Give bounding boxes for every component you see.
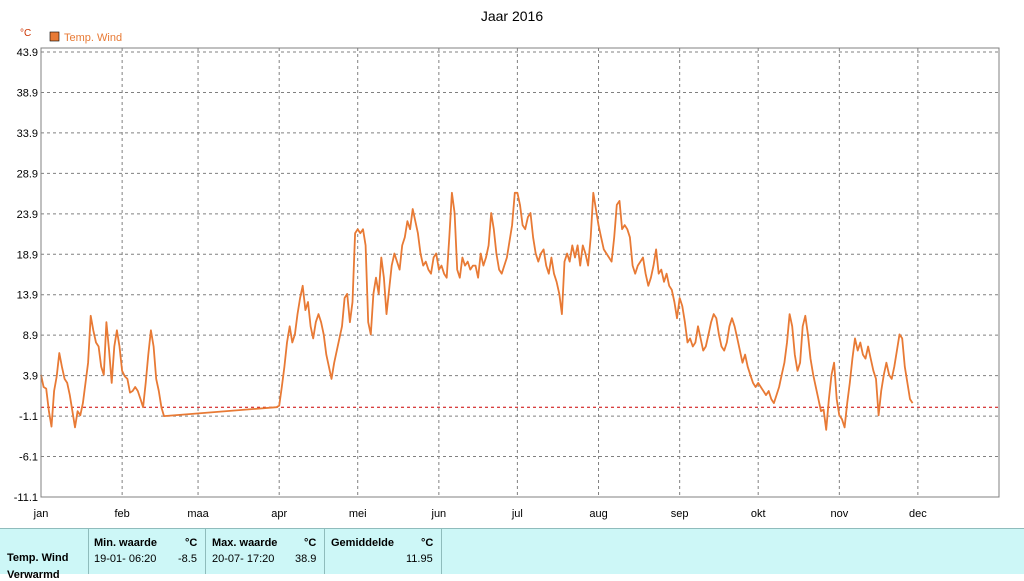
y-tick-label: 38.9 (17, 87, 38, 99)
max-value: 38.9 (295, 553, 317, 565)
min-unit: °C (185, 537, 198, 549)
x-tick-label: dec (909, 508, 927, 520)
max-time: 20-07- 17:20 (212, 553, 275, 565)
y-tick-label: 3.9 (23, 371, 38, 383)
stats-max-cell: Max. waarde °C 20-07- 17:20 38.9 (206, 529, 325, 574)
avg-unit: °C (421, 537, 434, 549)
x-tick-label: jul (511, 508, 523, 520)
y-tick-label: -11.1 (14, 492, 38, 504)
min-header: Min. waarde (94, 537, 157, 549)
stats-min-cell: Min. waarde °C 19-01- 06:20 -8.5 (89, 529, 206, 574)
y-tick-label: 28.9 (17, 168, 38, 180)
y-tick-label: 8.9 (23, 330, 38, 342)
max-unit: °C (304, 537, 317, 549)
legend-swatch (49, 31, 60, 42)
stats-row-label-2: Verwarmd (7, 569, 60, 581)
chart: Jaar 2016 °C Temp. Wind 43.9 38.9 33.9 28.9… (14, 8, 1000, 520)
y-tick-label: -1.1 (19, 411, 38, 423)
chart-title: Jaar 2016 (481, 8, 543, 24)
x-tick-label: maa (187, 508, 209, 520)
x-tick-label: aug (589, 508, 607, 520)
y-tick-label: 43.9 (17, 47, 38, 59)
min-value: -8.5 (178, 553, 197, 565)
y-tick-label: -6.1 (19, 452, 38, 464)
x-tick-label: mei (349, 508, 367, 520)
grid (41, 48, 999, 498)
y-tick-label: 13.9 (17, 290, 38, 302)
x-tick-label: okt (751, 508, 766, 520)
y-tick-label: 23.9 (17, 209, 38, 221)
legend-entry: Temp. Wind (64, 32, 122, 44)
max-header: Max. waarde (212, 537, 278, 549)
min-time: 19-01- 06:20 (94, 553, 157, 565)
x-tick-label: feb (114, 508, 129, 520)
y-axis-unit: °C (20, 28, 31, 39)
stats-label-cell: Temp. Wind Verwarmd (0, 529, 89, 581)
x-tick-label: jun (431, 508, 447, 520)
x-tick-label: jan (33, 508, 49, 520)
series-line-temp-wind (40, 191, 914, 431)
stats-table: Temp. Wind Verwarmd Min. waarde °C 19-01… (0, 528, 1024, 581)
avg-value: 11.95 (406, 553, 433, 565)
axis-labels: 43.9 38.9 33.9 28.9 23.9 18.9 13.9 8.9 3.9 -1.1 -6… (14, 47, 927, 520)
stats-row-label: Temp. Wind (7, 552, 69, 564)
avg-header: Gemiddelde (331, 537, 394, 549)
stats-avg-cell: Gemiddelde °C 11.95 (325, 529, 442, 574)
x-tick-label: nov (830, 508, 848, 520)
y-tick-label: 18.9 (17, 249, 38, 261)
x-tick-label: sep (671, 508, 689, 520)
plot-frame (40, 47, 1000, 498)
x-tick-label: apr (271, 508, 287, 520)
y-tick-label: 33.9 (17, 128, 38, 140)
